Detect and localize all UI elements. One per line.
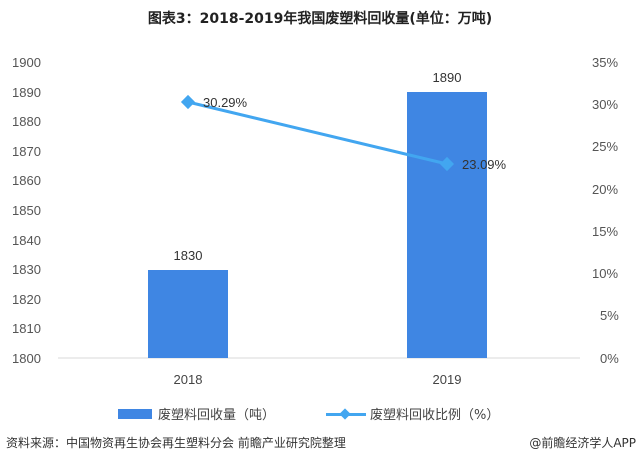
ratio-line (187, 100, 448, 166)
chart-legend: 废塑料回收量（吨） 废塑料回收比例（%） (0, 404, 640, 424)
y-right-tick: 25% (592, 139, 618, 154)
y-left-tick: 1830 (12, 262, 41, 277)
y-left-tick: 1870 (12, 144, 41, 159)
y-left-tick: 1810 (12, 321, 41, 336)
y-left-tick: 1840 (12, 233, 41, 248)
line-label-2018: 30.29% (203, 95, 248, 110)
y-right-tick: 20% (592, 182, 618, 197)
y-left-tick: 1850 (12, 203, 41, 218)
y-right-tick: 10% (592, 266, 618, 281)
y-left-tick: 1900 (12, 55, 41, 70)
chart-title: 图表3：2018-2019年我国废塑料回收量(单位：万吨) (147, 11, 493, 27)
legend-bar-label: 废塑料回收量（吨） (158, 408, 276, 423)
bar-2019 (407, 92, 487, 358)
line-marker-2018 (180, 94, 196, 110)
y-left-tick: 1880 (12, 114, 41, 129)
y-left-tick: 1820 (12, 292, 41, 307)
legend-item-bar: 废塑料回收量（吨） (118, 404, 275, 423)
y-right-tick: 30% (592, 97, 618, 112)
y-left-tick: 1800 (12, 351, 41, 366)
legend-item-line: 废塑料回收比例（%） (326, 404, 499, 423)
y-axis-right: 35% 30% 25% 20% 15% 10% 5% 0% (592, 55, 619, 366)
y-left-tick: 1860 (12, 173, 41, 188)
line-label-2019: 23.09% (462, 157, 507, 172)
y-right-tick: 35% (592, 55, 618, 70)
bar-label-2019: 1890 (433, 70, 462, 85)
legend-line-marker-icon (326, 408, 366, 420)
legend-bar-swatch-icon (118, 408, 152, 419)
bar-2018 (148, 270, 228, 358)
y-right-tick: 0% (600, 351, 619, 366)
y-axis-left: 1900 1890 1880 1870 1860 1850 1840 1830 … (12, 55, 41, 366)
line-marker-2019 (439, 156, 455, 172)
x-tick-2019: 2019 (433, 372, 462, 387)
y-right-tick: 15% (592, 224, 618, 239)
x-tick-2018: 2018 (174, 372, 203, 387)
y-right-tick: 5% (600, 308, 619, 323)
y-left-tick: 1890 (12, 85, 41, 100)
bar-label-2018: 1830 (174, 248, 203, 263)
legend-line-label: 废塑料回收比例（%） (370, 408, 500, 423)
source-note: 资料来源：中国物资再生协会再生塑料分会 前瞻产业研究院整理 (6, 436, 346, 450)
credit-note: @前瞻经济学人APP (529, 436, 636, 450)
